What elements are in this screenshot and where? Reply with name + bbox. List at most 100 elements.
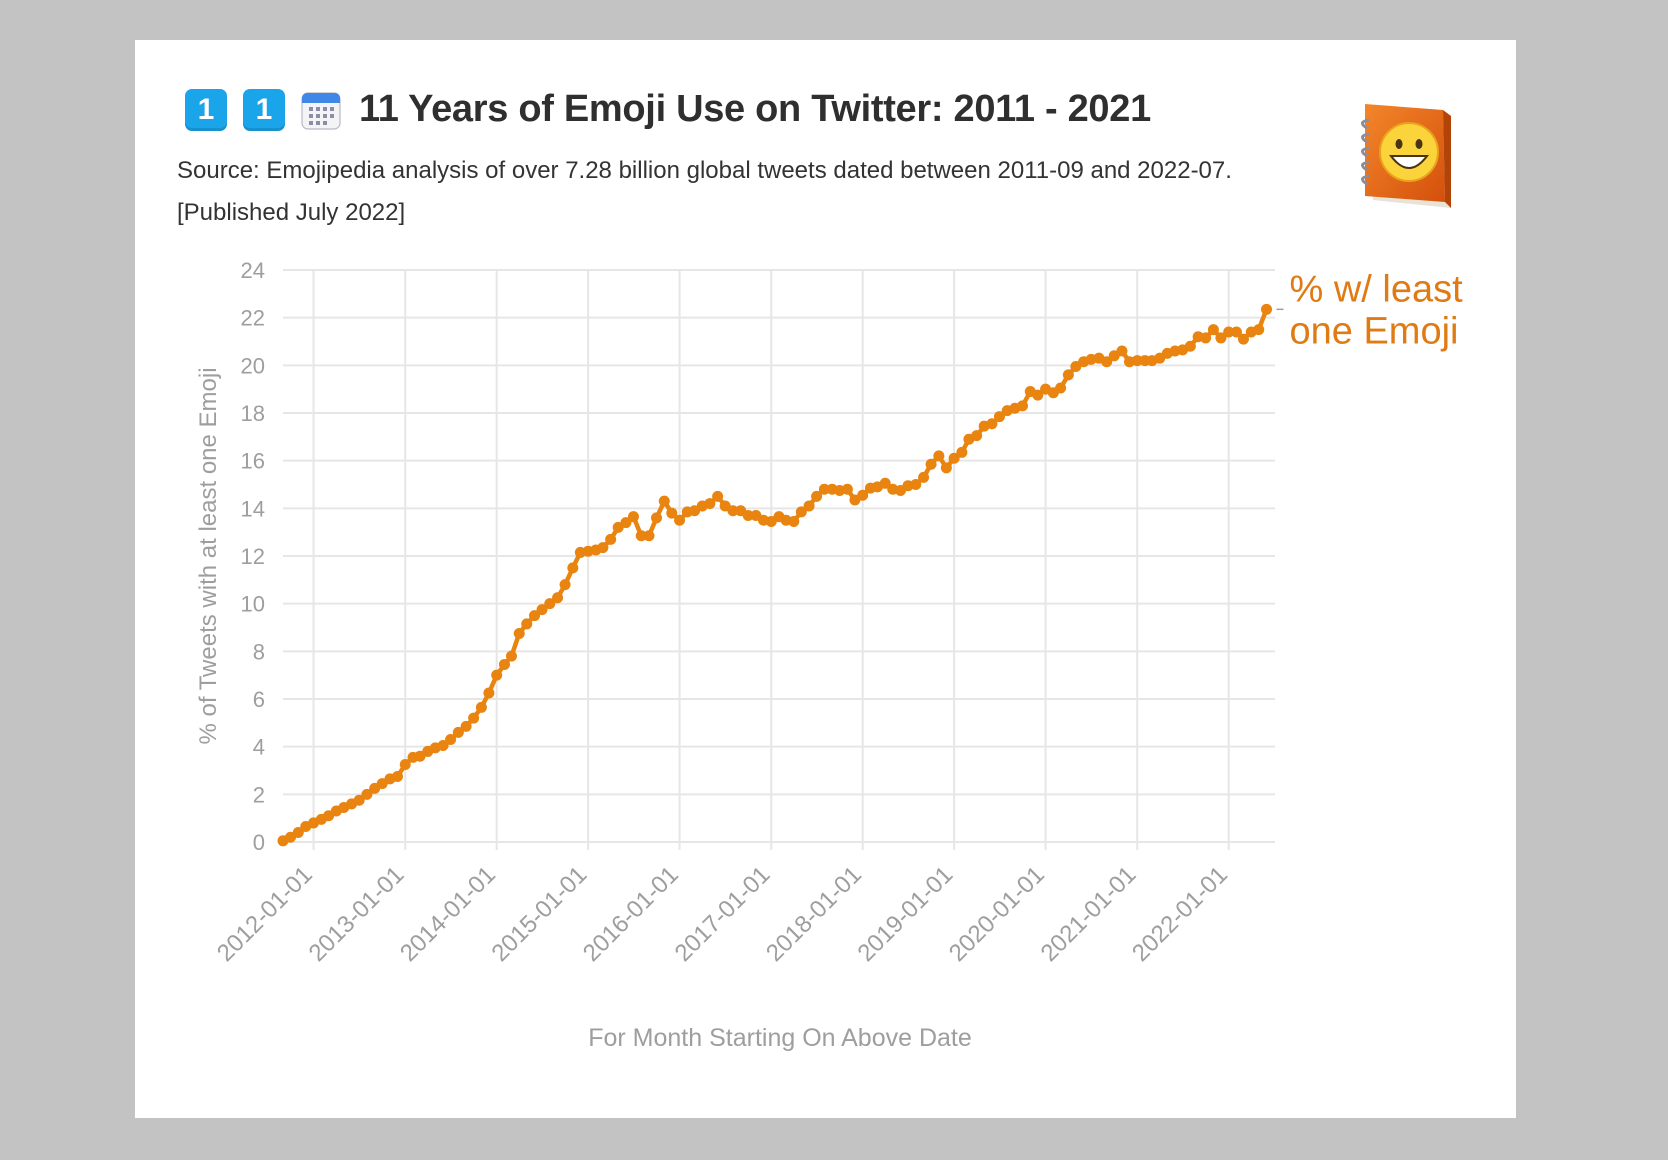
y-tick-label: 22: [241, 306, 265, 331]
data-point: [948, 452, 960, 464]
data-point: [811, 490, 823, 502]
x-tick-label: 2018-01-01: [761, 861, 867, 967]
data-point: [1017, 400, 1029, 412]
data-point: [727, 505, 739, 517]
keycap-digit-one-icon: 1: [243, 88, 285, 131]
data-point: [1237, 333, 1249, 345]
chart-card: 1 1 11 Years of Emoji Use on Twitter: 20…: [135, 40, 1516, 1118]
calendar-icon: [301, 91, 341, 130]
data-point: [491, 669, 503, 681]
data-point: [986, 418, 998, 430]
x-tick-label: 2016-01-01: [578, 861, 684, 967]
data-point: [475, 701, 487, 713]
data-point: [1261, 303, 1273, 315]
y-tick-label: 6: [253, 687, 265, 712]
y-tick-label: 14: [241, 496, 265, 521]
y-tick-label: 18: [241, 401, 265, 426]
data-point: [658, 495, 670, 507]
data-point: [841, 483, 853, 495]
y-tick-label: 10: [241, 592, 265, 617]
x-axis-label: For Month Starting On Above Date: [588, 1024, 972, 1052]
data-point: [635, 530, 647, 542]
data-point: [353, 794, 365, 806]
data-point: [559, 579, 571, 591]
data-point: [933, 450, 945, 462]
data-point: [513, 627, 525, 639]
chart-subtitle: Source: Emojipedia analysis of over 7.28…: [177, 150, 1347, 234]
x-tick-label: 2022-01-01: [1127, 861, 1233, 967]
data-point: [795, 506, 807, 518]
data-point: [292, 826, 304, 838]
data-point: [536, 604, 548, 616]
data-point: [498, 658, 510, 670]
y-tick-label: 8: [253, 639, 265, 664]
x-tick-label: 2012-01-01: [212, 861, 318, 967]
y-tick-label: 20: [241, 353, 265, 378]
title-row: 1 1 11 Years of Emoji Use on Twitter: 20…: [185, 88, 1151, 131]
data-point: [1055, 382, 1067, 394]
data-point: [1200, 332, 1212, 344]
data-point: [544, 598, 556, 610]
data-point: [399, 759, 411, 771]
x-tick-label: 2013-01-01: [304, 861, 410, 967]
y-tick-label: 12: [241, 544, 265, 569]
data-point: [567, 562, 579, 574]
data-point: [1116, 345, 1128, 357]
data-point: [742, 509, 754, 521]
data-point: [993, 411, 1005, 423]
series-line: [282, 308, 1269, 843]
x-tick-label: 2014-01-01: [395, 861, 501, 967]
data-point: [361, 788, 373, 800]
data-point: [910, 479, 922, 490]
emojipedia-book-logo-icon: [1361, 104, 1451, 208]
data-point: [712, 490, 724, 502]
data-point: [857, 489, 869, 501]
data-point: [918, 471, 930, 483]
data-point: [803, 500, 815, 512]
data-point: [956, 446, 968, 458]
data-point: [1032, 389, 1044, 401]
y-tick-label: 2: [253, 782, 265, 807]
data-point: [445, 734, 457, 746]
data-point: [529, 610, 541, 622]
y-axis-label: % of Tweets with at least one Emoji: [195, 367, 222, 744]
data-point: [643, 530, 655, 542]
data-point: [483, 687, 495, 699]
data-point: [1184, 340, 1196, 352]
data-point: [971, 430, 983, 442]
keycap-digit-one-icon: 1: [185, 88, 227, 131]
data-point: [1230, 326, 1242, 338]
series-label: % w/ least one Emoji: [1290, 268, 1464, 352]
data-point: [1215, 332, 1227, 344]
data-point: [391, 770, 403, 782]
page-title: 11 Years of Emoji Use on Twitter: 2011 -…: [359, 88, 1151, 130]
data-point: [1207, 324, 1219, 336]
x-tick-label: 2020-01-01: [944, 861, 1050, 967]
data-point: [674, 514, 686, 526]
data-point: [925, 458, 937, 470]
data-point: [620, 517, 632, 529]
data-point: [505, 650, 517, 662]
data-point: [1223, 326, 1235, 338]
subtitle-published: [Published July 2022]: [177, 199, 406, 226]
data-point: [788, 515, 800, 527]
data-point: [1253, 324, 1265, 336]
data-point: [879, 477, 891, 489]
data-point: [818, 483, 830, 495]
y-tick-label: 4: [253, 735, 265, 760]
data-point: [704, 498, 716, 510]
x-tick-label: 2017-01-01: [670, 861, 776, 967]
data-point: [597, 542, 609, 554]
x-tick-label: 2015-01-01: [486, 861, 592, 967]
data-point: [521, 618, 533, 630]
data-point: [651, 512, 663, 524]
data-point: [452, 726, 464, 738]
data-point: [940, 462, 952, 474]
y-tick-label: 24: [241, 258, 265, 283]
data-point: [627, 511, 639, 523]
y-tick-label: 0: [253, 830, 265, 855]
data-point: [605, 533, 617, 545]
data-point: [437, 739, 449, 751]
